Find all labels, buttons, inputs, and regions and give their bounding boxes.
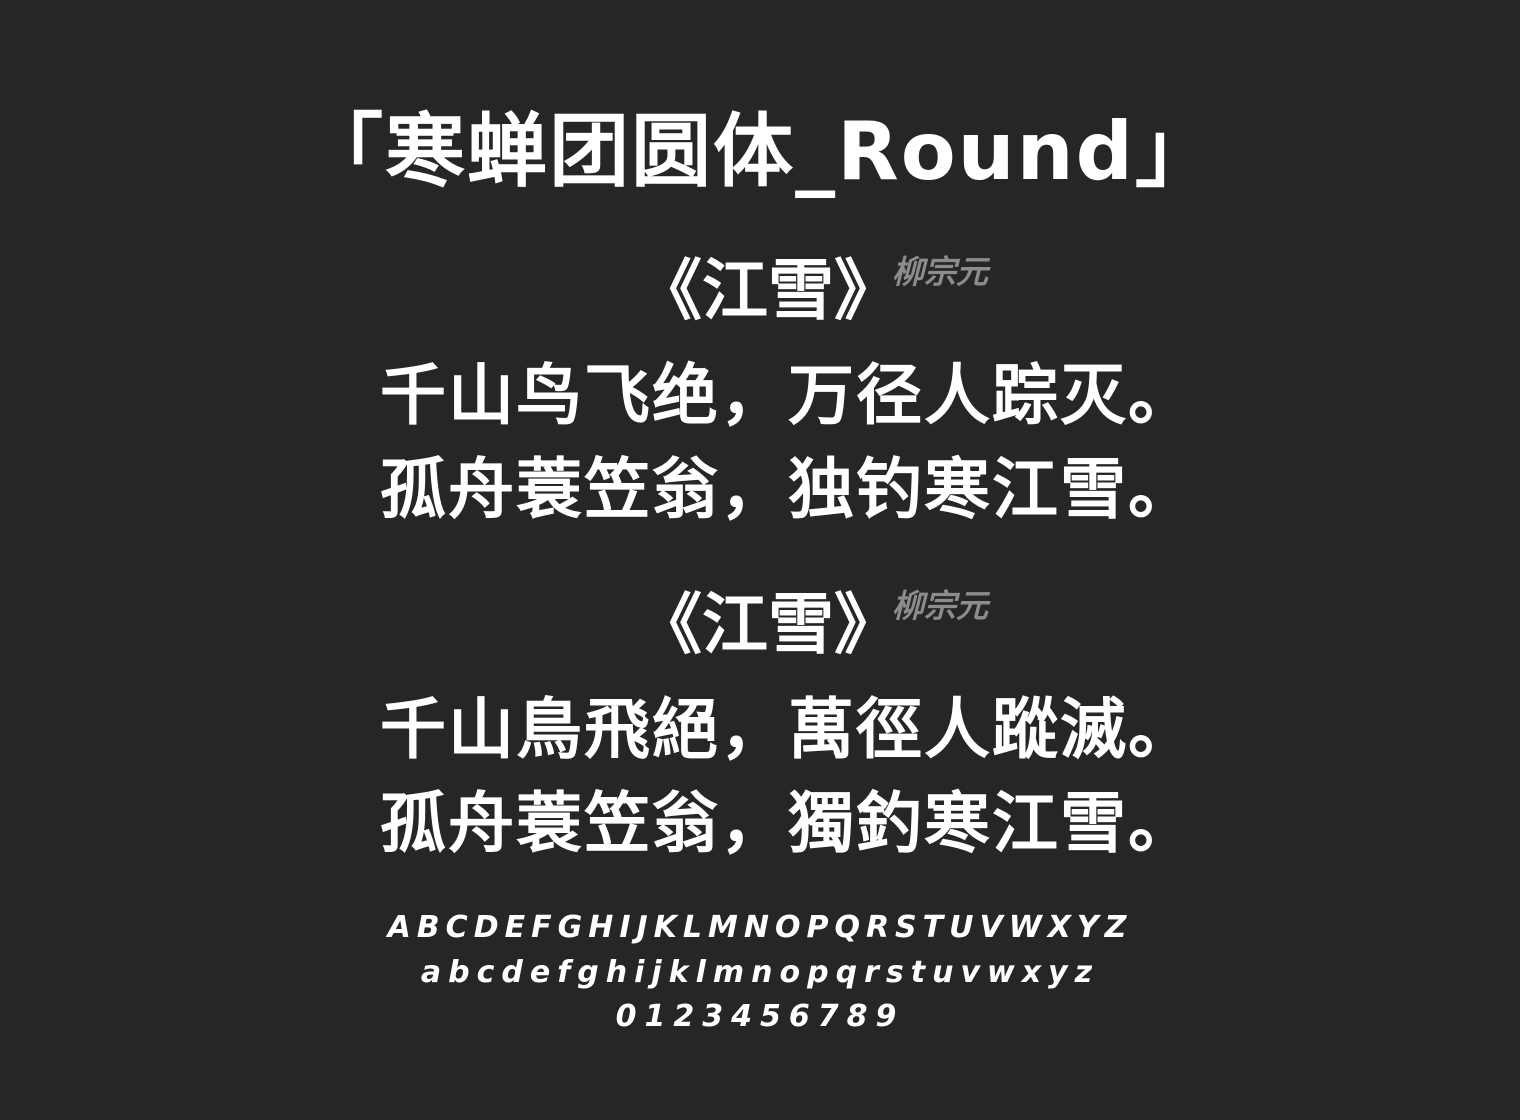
- poem-line: 孤舟蓑笠翁，獨釣寒江雪。: [380, 785, 1196, 862]
- poem-line: 孤舟蓑笠翁，独钓寒江雪。: [380, 451, 1196, 528]
- alphabet-uppercase: ABCDEFGHIJKLMNOPQRSTUVWXYZ: [387, 910, 1133, 945]
- poem-line: 千山鳥飛絕，萬徑人蹤滅。: [380, 691, 1196, 768]
- font-title: 「寒蝉团圆体_Round」: [303, 105, 1217, 198]
- poem-traditional: 《江雪》 柳宗元 千山鳥飛絕，萬徑人蹤滅。 孤舟蓑笠翁，獨釣寒江雪。: [0, 582, 1520, 862]
- alphabet-lowercase: abcdefghijklmnopqrstuvwxyz: [420, 955, 1100, 990]
- digits-row: 0123456789: [615, 999, 905, 1034]
- poem-heading: 《江雪》 柳宗元: [0, 248, 1520, 334]
- poem-author: 柳宗元: [892, 587, 989, 625]
- poem-line: 千山鸟飞绝，万径人踪灭。: [380, 357, 1196, 434]
- poem-simplified: 《江雪》 柳宗元 千山鸟飞绝，万径人踪灭。 孤舟蓑笠翁，独钓寒江雪。: [0, 248, 1520, 528]
- poem-author: 柳宗元: [892, 253, 989, 291]
- poem-title: 《江雪》: [636, 252, 900, 329]
- poem-title: 《江雪》: [636, 586, 900, 663]
- poem-heading: 《江雪》 柳宗元: [0, 582, 1520, 668]
